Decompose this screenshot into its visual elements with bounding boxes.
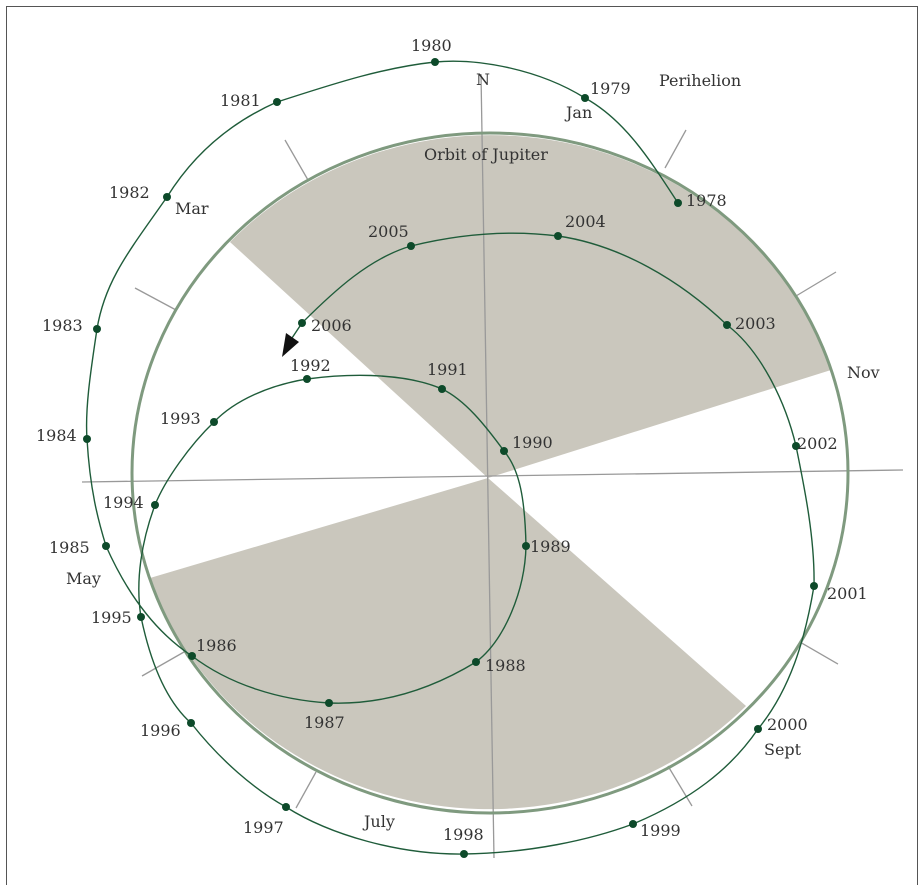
year-label-1987: 1987 — [304, 713, 345, 732]
year-dot-1980 — [431, 58, 439, 66]
year-dot-2001 — [810, 582, 818, 590]
month-label-mar: Mar — [175, 199, 209, 218]
year-dot-1982 — [163, 193, 171, 201]
year-label-1997: 1997 — [243, 818, 284, 837]
year-label-1989: 1989 — [530, 537, 571, 556]
shaded-sector-lower — [150, 478, 746, 810]
year-label-1984: 1984 — [36, 426, 77, 445]
year-label-1994: 1994 — [103, 493, 144, 512]
year-label-1983: 1983 — [42, 316, 83, 335]
year-dot-1989 — [522, 542, 530, 550]
year-dot-1994 — [151, 501, 159, 509]
year-label-1979: 1979 — [590, 79, 631, 98]
year-dot-1987 — [325, 699, 333, 707]
orbit-of-jupiter-label: Orbit of Jupiter — [424, 145, 548, 164]
north-label: N — [476, 70, 490, 89]
year-label-1980: 1980 — [411, 36, 452, 55]
perihelion-label: Perihelion — [659, 71, 741, 90]
year-label-1998: 1998 — [443, 825, 484, 844]
year-label-1993: 1993 — [160, 409, 201, 428]
year-label-1991: 1991 — [427, 360, 468, 379]
year-label-2000: 2000 — [767, 715, 808, 734]
year-markers — [83, 58, 818, 858]
year-dot-1983 — [93, 325, 101, 333]
year-dot-2000 — [754, 725, 762, 733]
year-label-2003: 2003 — [735, 314, 776, 333]
year-dot-1988 — [472, 658, 480, 666]
year-dot-1985 — [102, 542, 110, 550]
year-labels: 1978 1979 1980 1981 1982 1983 1984 1985 1986 1987… — [36, 36, 868, 844]
year-dot-1981 — [273, 98, 281, 106]
year-label-2001: 2001 — [827, 584, 868, 603]
year-dot-1984 — [83, 435, 91, 443]
month-label-jan: Jan — [564, 103, 592, 122]
year-dot-2004 — [554, 232, 562, 240]
year-dot-1993 — [210, 418, 218, 426]
north-south-axis — [480, 73, 495, 859]
year-label-1995: 1995 — [91, 608, 132, 627]
year-label-2004: 2004 — [565, 212, 606, 231]
year-dot-2003 — [723, 321, 731, 329]
year-label-1999: 1999 — [640, 821, 681, 840]
year-dot-2005 — [407, 242, 415, 250]
year-label-1985: 1985 — [49, 538, 90, 557]
month-label-nov: Nov — [847, 363, 880, 382]
month-label-july: July — [362, 812, 395, 831]
year-dot-1978 — [674, 199, 682, 207]
year-label-1990: 1990 — [512, 433, 553, 452]
year-dot-1992 — [303, 375, 311, 383]
year-dot-1991 — [438, 385, 446, 393]
year-dot-1995 — [137, 613, 145, 621]
year-label-2002: 2002 — [797, 434, 838, 453]
year-dot-1999 — [629, 820, 637, 828]
month-label-sept: Sept — [764, 740, 802, 759]
year-dot-1986 — [188, 652, 196, 660]
orbit-tick-marks — [134, 129, 839, 809]
year-dot-1998 — [460, 850, 468, 858]
orbit-path-curve — [85, 60, 815, 855]
year-dot-1997 — [282, 803, 290, 811]
year-label-1992: 1992 — [290, 356, 331, 375]
arrowhead-icon — [282, 333, 299, 357]
year-label-2006: 2006 — [311, 316, 352, 335]
year-label-1981: 1981 — [220, 91, 261, 110]
year-dot-2002 — [792, 442, 800, 450]
year-dot-2006 — [298, 319, 306, 327]
year-label-1982: 1982 — [109, 183, 150, 202]
year-dot-1996 — [187, 719, 195, 727]
year-label-1978: 1978 — [686, 191, 727, 210]
year-label-1986: 1986 — [196, 636, 237, 655]
year-dot-1979 — [581, 94, 589, 102]
year-label-1988: 1988 — [485, 656, 526, 675]
shaded-sector-upper — [230, 135, 831, 479]
year-label-2005: 2005 — [368, 222, 409, 241]
year-dot-1990 — [500, 447, 508, 455]
year-label-1996: 1996 — [140, 721, 181, 740]
east-west-axis — [81, 469, 904, 483]
month-label-may: May — [66, 569, 101, 588]
jupiter-orbit-circle — [130, 131, 850, 815]
